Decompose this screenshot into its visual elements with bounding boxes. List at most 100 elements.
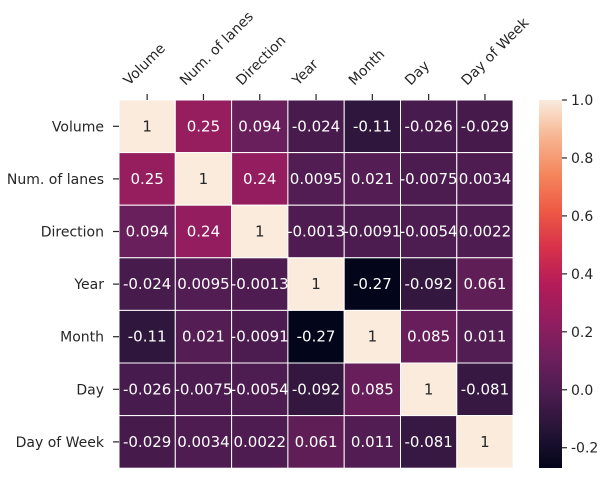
heatmap-cell-r0-c1: [174, 99, 233, 154]
cell-value-label-r3-c4: -0.27: [353, 275, 392, 293]
colorbar-tick-label-0: 1.0: [571, 93, 593, 109]
cell-value-label-r6-c3: 0.061: [295, 433, 338, 451]
heatmap-cell-r2-c1: [174, 204, 233, 259]
heatmap-cell-r0-c5: [400, 99, 458, 154]
cell-value-label-r4-c1: 0.021: [182, 328, 225, 346]
x-tick-label-6: Day of Week: [458, 14, 532, 88]
colorbar-tick-label-6: -0.2: [571, 441, 598, 457]
heatmap-cell-r5-c1: [174, 362, 233, 417]
cell-value-label-r6-c4: 0.011: [351, 433, 394, 451]
cell-value-label-r4-c2: -0.0091: [231, 328, 289, 346]
colorbar-gradient: [539, 100, 562, 468]
cell-value-label-r5-c2: -0.0054: [231, 380, 289, 398]
cell-value-label-r5-c4: 0.085: [351, 380, 394, 398]
x-tick-label-5: Day: [402, 58, 433, 89]
heatmap-cell-r3-c6: [456, 257, 514, 311]
heatmap-cell-r2-c3: [287, 204, 345, 259]
x-tick-label-3: Year: [289, 56, 322, 89]
cell-value-label-r6-c5: -0.081: [404, 433, 452, 451]
cell-value-label-r0-c3: -0.024: [292, 117, 340, 135]
heatmap-cell-r5-c3: [287, 362, 345, 417]
cell-value-label-r1-c0: 0.25: [130, 170, 163, 188]
heatmap-annotations: 1 0.25 0.094 -0.024 -0.11 -0.026 -0.029 0.25 1 0.…: [123, 117, 511, 451]
x-tick-label-0: Volume: [121, 41, 169, 89]
cell-value-label-r2-c3: -0.0013: [287, 223, 345, 241]
heatmap-cell-r1-c4: [343, 152, 402, 206]
cell-value-label-r5-c3: -0.092: [292, 380, 340, 398]
cell-value-label-r6-c6: 1: [480, 433, 490, 451]
cell-value-label-r2-c1: 0.24: [187, 223, 220, 241]
heatmap-cells: [118, 99, 514, 469]
cell-value-label-r4-c6: 0.011: [463, 328, 506, 346]
cell-value-label-r1-c3: 0.0095: [290, 170, 343, 188]
cell-value-label-r3-c0: -0.024: [123, 275, 171, 293]
cell-value-label-r6-c0: -0.029: [123, 433, 171, 451]
colorbar-tick-label-1: 0.8: [571, 151, 593, 167]
colorbar-tick-label-5: 0.0: [571, 383, 593, 399]
cell-value-label-r4-c3: -0.27: [297, 328, 336, 346]
y-tick-label-5: Day: [76, 382, 104, 398]
heatmap-cell-r5-c6: [456, 362, 514, 417]
y-tick-label-6: Day of Week: [16, 435, 105, 451]
y-tick-label-0: Volume: [52, 119, 104, 135]
heatmap-cell-r6-c5: [400, 415, 458, 469]
x-tick-label-4: Month: [346, 46, 388, 88]
heatmap-cell-r6-c0: [118, 415, 176, 469]
heatmap-cell-r4-c2: [231, 309, 289, 364]
cell-value-label-r1-c1: 1: [199, 170, 209, 188]
y-axis: Volume Num. of lanes Direction Year Month Day…: [7, 119, 119, 451]
heatmap-cell-r2-c4: [343, 204, 402, 259]
colorbar-tick-label-3: 0.4: [571, 267, 593, 283]
colorbar-tick-label-2: 0.6: [571, 209, 593, 225]
cell-value-label-r4-c5: 0.085: [407, 328, 450, 346]
cell-value-label-r2-c2: 1: [255, 223, 265, 241]
cell-value-label-r0-c6: -0.029: [461, 117, 509, 135]
heatmap-cell-r3-c5: [400, 257, 458, 311]
cell-value-label-r3-c5: -0.092: [404, 275, 452, 293]
heatmap-cell-r3-c3: [287, 257, 345, 311]
cell-value-label-r6-c2: 0.0022: [234, 433, 287, 451]
y-tick-label-4: Month: [60, 330, 104, 346]
cell-value-label-r5-c1: -0.0075: [174, 380, 232, 398]
cell-value-label-r5-c6: -0.081: [461, 380, 509, 398]
heatmap-cell-r1-c2: [231, 152, 289, 206]
heatmap-cell-r3-c0: [118, 257, 176, 311]
colorbar-tick-label-4: 0.2: [571, 325, 593, 341]
cell-value-label-r2-c5: -0.0054: [400, 223, 458, 241]
heatmap-cell-r5-c4: [343, 362, 402, 417]
cell-value-label-r0-c0: 1: [142, 117, 152, 135]
y-tick-label-1: Num. of lanes: [7, 172, 104, 188]
heatmap-cell-r6-c2: [231, 415, 289, 469]
heatmap-cell-r5-c0: [118, 362, 176, 417]
heatmap-cell-r4-c0: [118, 309, 176, 364]
cell-value-label-r2-c0: 0.094: [126, 223, 169, 241]
heatmap-cell-r2-c2: [231, 204, 289, 259]
cell-value-label-r1-c4: 0.021: [351, 170, 394, 188]
cell-value-label-r4-c0: -0.11: [128, 328, 167, 346]
cell-value-label-r4-c4: 1: [368, 328, 378, 346]
heatmap-cell-r6-c3: [287, 415, 345, 469]
heatmap-cell-r6-c4: [343, 415, 402, 469]
cell-value-label-r1-c6: 0.0034: [459, 170, 512, 188]
cell-value-label-r0-c2: 0.094: [238, 117, 281, 135]
cell-value-label-r3-c6: 0.061: [463, 275, 506, 293]
heatmap-cell-r0-c0: [118, 99, 176, 154]
cell-value-label-r3-c3: 1: [311, 275, 321, 293]
y-tick-label-2: Direction: [41, 225, 104, 241]
cell-value-label-r2-c4: -0.0091: [343, 223, 401, 241]
colorbar: 1.0 0.8 0.6 0.4 0.2 0.0 -0.2: [539, 93, 598, 468]
cell-value-label-r0-c1: 0.25: [187, 117, 220, 135]
y-tick-label-3: Year: [73, 277, 104, 293]
cell-value-label-r5-c0: -0.026: [123, 380, 171, 398]
x-tick-label-2: Direction: [233, 33, 289, 89]
heatmap-cell-r2-c6: [456, 204, 514, 259]
heatmap-cell-r1-c6: [456, 152, 514, 206]
heatmap-cell-r3-c1: [174, 257, 233, 311]
cell-value-label-r3-c1: 0.0095: [177, 275, 230, 293]
cell-value-label-r0-c5: -0.026: [404, 117, 452, 135]
cell-value-label-r6-c1: 0.0034: [177, 433, 230, 451]
cell-value-label-r0-c4: -0.11: [353, 117, 392, 135]
cell-value-label-r2-c6: 0.0022: [459, 223, 512, 241]
